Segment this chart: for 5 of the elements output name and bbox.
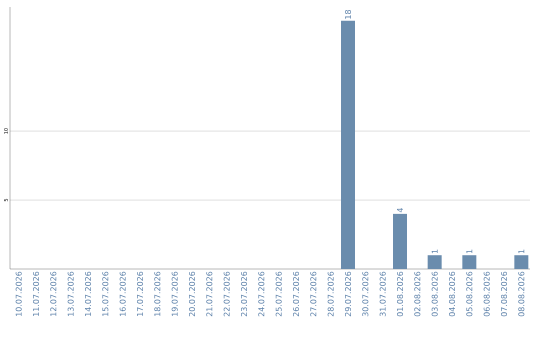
bar bbox=[462, 255, 476, 269]
bar bbox=[514, 255, 528, 269]
bar bbox=[341, 20, 356, 269]
bar bbox=[428, 255, 442, 269]
bar bbox=[393, 214, 408, 269]
